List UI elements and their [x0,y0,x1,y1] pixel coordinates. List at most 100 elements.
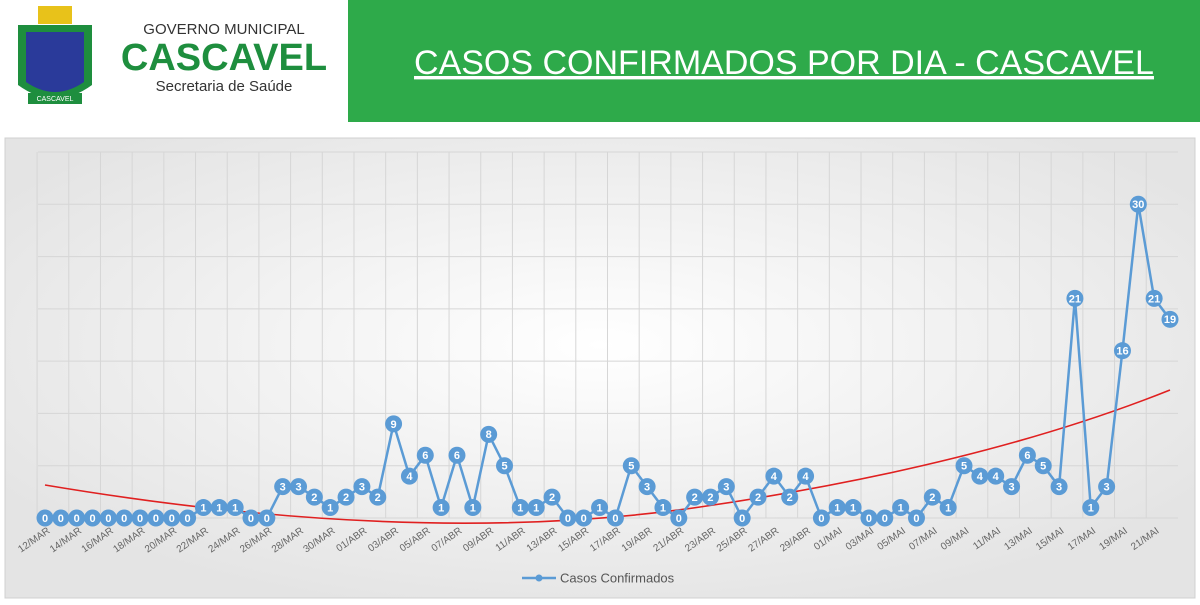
data-label: 1 [660,502,666,514]
data-label: 3 [280,482,286,494]
data-label: 3 [644,482,650,494]
data-point [52,509,70,527]
data-point [1018,446,1036,464]
data-label: 1 [834,502,840,514]
data-label: 0 [866,513,872,525]
data-label: 1 [898,502,904,514]
data-label: 3 [359,482,365,494]
data-point [369,488,387,506]
data-label: 4 [803,471,810,483]
data-point [416,446,434,464]
data-label: 8 [486,429,492,441]
data-label: 19 [1164,314,1176,326]
data-point [131,509,149,527]
data-label: 0 [89,513,95,525]
chart-area [4,137,1196,599]
data-label: 5 [501,461,507,473]
data-point [258,509,276,527]
data-label: 2 [929,492,935,504]
org-line2: Secretaria de Saúde [156,78,293,95]
data-point [860,509,878,527]
data-label: 3 [1056,482,1062,494]
data-label: 6 [454,450,460,462]
data-label: 0 [248,513,254,525]
data-label: 21 [1069,293,1081,305]
data-point [210,499,228,517]
data-point [670,509,688,527]
data-point [971,467,989,485]
data-point [337,488,355,506]
data-label: 0 [105,513,111,525]
data-label: 0 [565,513,571,525]
data-label: 3 [295,482,301,494]
data-point [496,457,514,475]
data-point [1161,310,1179,328]
data-point [559,509,577,527]
data-point [1066,289,1084,307]
data-point [892,499,910,517]
data-point [622,457,640,475]
data-point [353,478,371,496]
data-point [385,415,403,433]
data-point [654,499,672,517]
data-label: 2 [549,492,555,504]
data-point [99,509,117,527]
data-point [511,499,529,517]
data-point [1098,478,1116,496]
data-label: 2 [692,492,698,504]
data-label: 4 [406,471,413,483]
data-point [163,509,181,527]
data-point [1145,289,1163,307]
data-label: 3 [1104,482,1110,494]
data-label: 1 [200,502,206,514]
data-point [464,499,482,517]
data-label: 1 [470,502,476,514]
data-point [448,446,466,464]
data-label: 0 [739,513,745,525]
crest-field [26,32,84,92]
data-point [1034,457,1052,475]
data-label: 0 [185,513,191,525]
data-label: 0 [153,513,159,525]
data-point [480,425,498,443]
data-point [84,509,102,527]
data-point [717,478,735,496]
data-label: 1 [533,502,539,514]
data-label: 0 [581,513,587,525]
data-point [591,499,609,517]
data-label: 16 [1116,346,1128,358]
data-label: 0 [913,513,919,525]
data-label: 2 [311,492,317,504]
legend-label: Casos Confirmados [560,570,675,585]
data-point [1129,195,1147,213]
crown [38,6,72,24]
data-point [527,499,545,517]
data-label: 1 [216,502,222,514]
data-label: 6 [1024,450,1030,462]
data-point [638,478,656,496]
data-point [68,509,86,527]
data-label: 9 [391,419,397,431]
data-point [686,488,704,506]
data-point [828,499,846,517]
data-point [575,509,593,527]
crest-ribbon [28,93,82,104]
data-label: 0 [42,513,48,525]
data-label: 1 [945,502,951,514]
data-point [844,499,862,517]
data-point [923,488,941,506]
data-point [179,509,197,527]
logo: CASCAVEL GOVERNO MUNICIPAL CASCAVEL Secr… [18,6,327,104]
data-label: 0 [169,513,175,525]
data-label: 0 [612,513,618,525]
legend-marker [535,574,543,582]
data-point [987,467,1005,485]
data-point [701,488,719,506]
data-label: 0 [264,513,270,525]
data-label: 2 [707,492,713,504]
data-label: 0 [882,513,888,525]
data-point [290,478,308,496]
data-label: 0 [74,513,80,525]
data-point [907,509,925,527]
